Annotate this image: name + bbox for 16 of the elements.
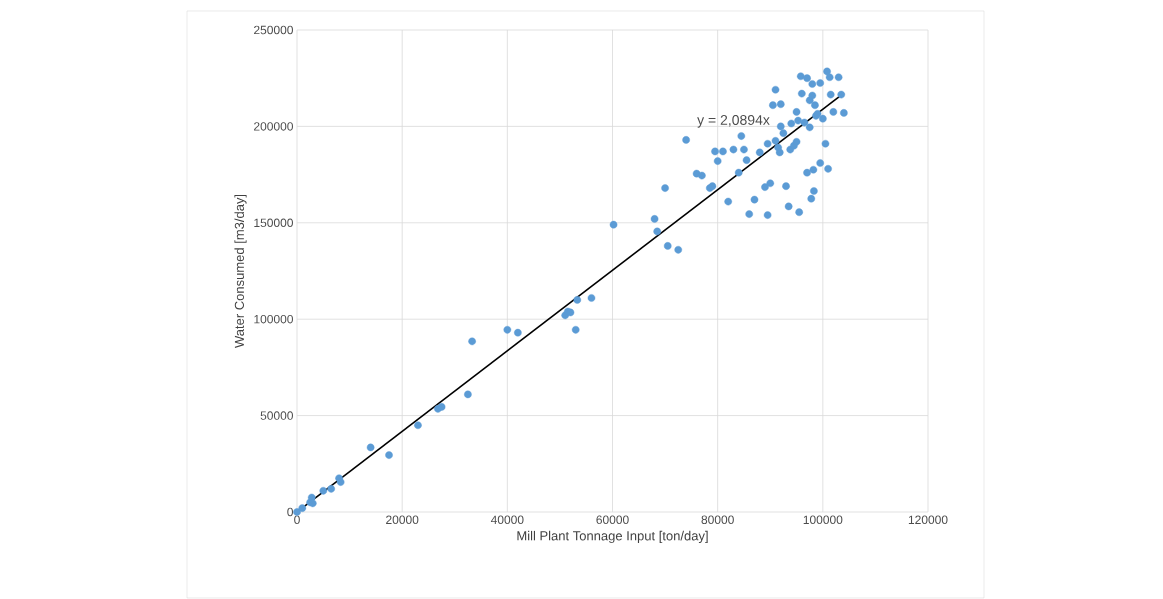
- x-tick-label: 60000: [596, 515, 629, 525]
- y-axis-title: Water Consumed [m3/day]: [234, 194, 247, 348]
- x-tick-label: 120000: [908, 515, 948, 525]
- y-tick-label: 250000: [254, 25, 293, 35]
- x-tick-label: 40000: [490, 515, 524, 525]
- x-axis-title: Mill Plant Tonnage Input [ton/day]: [517, 530, 708, 543]
- x-tick-label: 80000: [701, 515, 734, 525]
- y-tick-label: 0: [287, 507, 294, 517]
- y-tick-label: 100000: [254, 314, 293, 324]
- x-tick-label: 20000: [386, 515, 419, 525]
- y-tick-label: 150000: [254, 218, 293, 228]
- y-tick-label: 50000: [260, 411, 293, 420]
- x-tick-label: 0: [294, 515, 300, 525]
- x-tick-label: 100000: [803, 515, 843, 525]
- annotation: y = 2,0894x: [697, 114, 770, 128]
- y-tick-label: 200000: [254, 122, 293, 131]
